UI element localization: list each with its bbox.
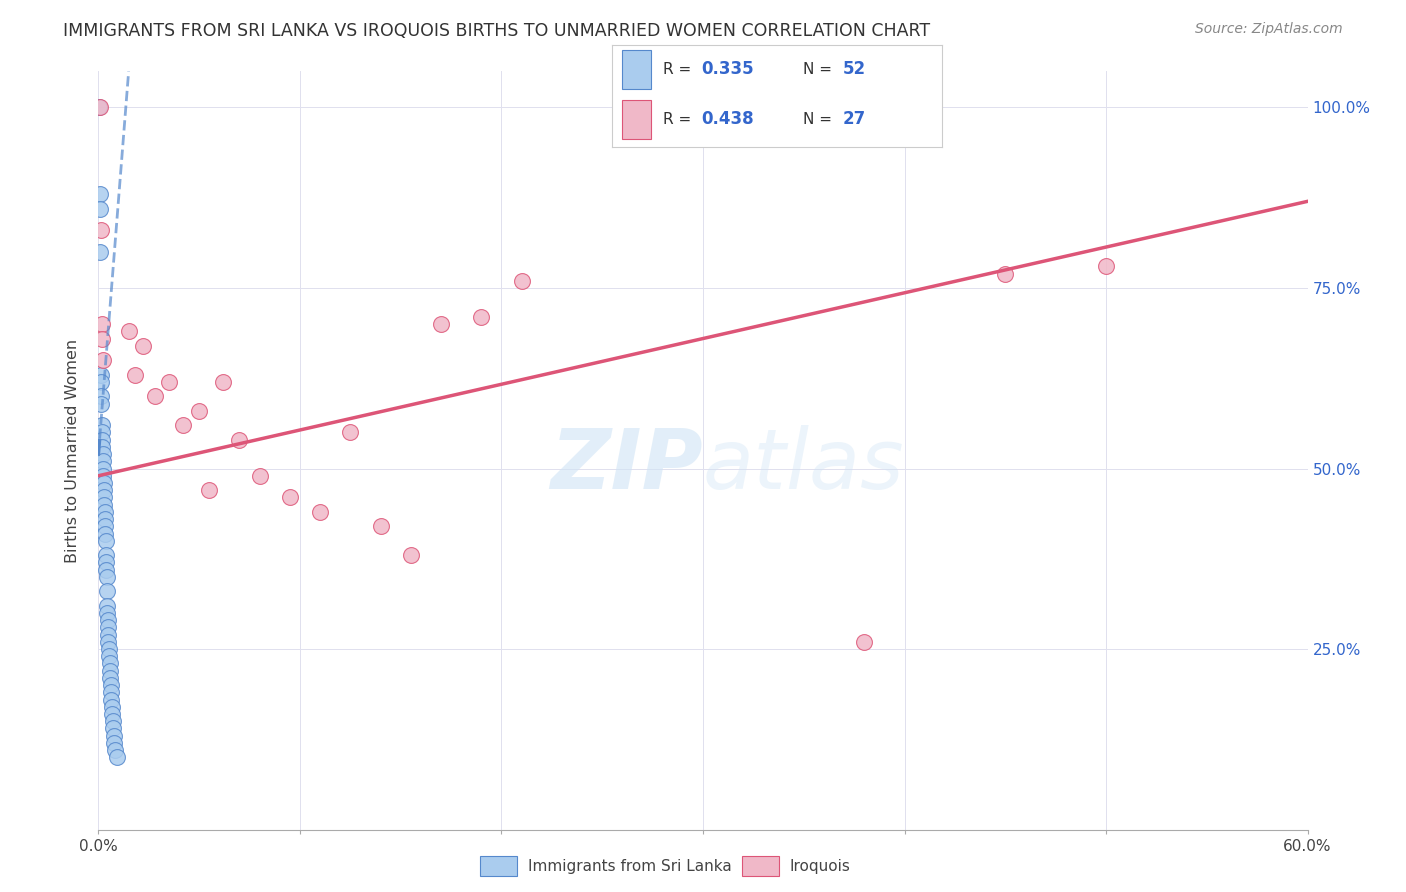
Point: [1095, 260, 1118, 274]
Point: [94, 526, 117, 541]
Point: [93, 498, 115, 512]
Point: [94, 519, 117, 533]
Point: [105, 750, 128, 764]
Point: [96, 570, 118, 584]
Point: [89, 244, 111, 259]
Text: 0.438: 0.438: [700, 111, 754, 128]
Point: [96, 584, 118, 599]
Text: 27: 27: [844, 111, 866, 128]
Point: [98, 664, 121, 678]
Point: [124, 368, 146, 382]
Point: [89, 202, 111, 216]
Point: [309, 505, 332, 519]
Point: [100, 685, 122, 699]
Point: [94, 548, 117, 562]
Text: R =: R =: [662, 112, 696, 127]
Point: [370, 519, 392, 533]
Point: [510, 274, 533, 288]
Text: Iroquois: Iroquois: [790, 859, 851, 873]
Point: [118, 324, 141, 338]
Point: [100, 699, 122, 714]
Point: [91, 454, 114, 468]
Point: [94, 505, 117, 519]
Text: 0.335: 0.335: [700, 61, 754, 78]
Point: [97, 627, 120, 641]
Text: atlas: atlas: [703, 425, 904, 506]
Point: [91, 353, 114, 368]
Text: ZIP: ZIP: [550, 425, 703, 506]
Point: [228, 433, 250, 447]
Point: [97, 620, 120, 634]
Point: [97, 642, 120, 657]
Point: [89, 100, 111, 114]
Point: [90, 418, 112, 433]
Point: [93, 461, 115, 475]
Point: [96, 606, 118, 620]
Point: [188, 403, 211, 417]
Point: [339, 425, 361, 440]
Point: [101, 706, 124, 721]
Point: [101, 722, 124, 736]
Point: [96, 563, 118, 577]
Point: [94, 512, 117, 526]
Point: [93, 483, 115, 498]
Point: [399, 548, 422, 562]
Point: [90, 223, 112, 237]
Point: [249, 468, 271, 483]
Text: R =: R =: [662, 62, 696, 77]
Point: [90, 389, 112, 403]
Point: [91, 440, 114, 454]
Point: [103, 729, 125, 743]
Point: [104, 743, 127, 757]
Point: [91, 317, 114, 331]
Text: 52: 52: [844, 61, 866, 78]
Point: [994, 267, 1017, 281]
Point: [97, 613, 120, 627]
Point: [101, 714, 124, 729]
Point: [143, 389, 166, 403]
Bar: [621, 50, 651, 88]
Point: [90, 368, 112, 382]
Point: [212, 375, 235, 389]
Point: [96, 555, 118, 569]
Point: [91, 425, 114, 440]
Text: N =: N =: [803, 62, 837, 77]
Point: [198, 483, 221, 498]
Point: [94, 533, 117, 548]
Point: [96, 599, 118, 613]
Point: [90, 375, 112, 389]
Point: [91, 332, 114, 346]
Point: [100, 678, 122, 692]
Point: [100, 692, 122, 706]
Point: [93, 475, 115, 490]
Text: Source: ZipAtlas.com: Source: ZipAtlas.com: [1195, 22, 1343, 37]
Point: [132, 339, 155, 353]
Point: [91, 433, 114, 447]
Bar: [621, 100, 651, 139]
Point: [853, 635, 876, 649]
Point: [470, 310, 492, 324]
Text: Immigrants from Sri Lanka: Immigrants from Sri Lanka: [529, 859, 733, 873]
Point: [103, 736, 125, 750]
Point: [97, 635, 120, 649]
Point: [89, 100, 111, 114]
Point: [93, 491, 115, 505]
Point: [278, 491, 301, 505]
Point: [98, 657, 121, 671]
Point: [91, 447, 114, 461]
Point: [430, 317, 453, 331]
Point: [157, 375, 180, 389]
Y-axis label: Births to Unmarried Women: Births to Unmarried Women: [65, 338, 80, 563]
Point: [172, 418, 194, 433]
Bar: [742, 856, 779, 876]
Point: [89, 187, 111, 202]
Point: [98, 671, 121, 685]
Text: IMMIGRANTS FROM SRI LANKA VS IROQUOIS BIRTHS TO UNMARRIED WOMEN CORRELATION CHAR: IMMIGRANTS FROM SRI LANKA VS IROQUOIS BI…: [63, 22, 931, 40]
Point: [93, 468, 115, 483]
Bar: [479, 856, 517, 876]
Point: [98, 649, 121, 664]
Point: [90, 396, 112, 410]
Text: N =: N =: [803, 112, 837, 127]
